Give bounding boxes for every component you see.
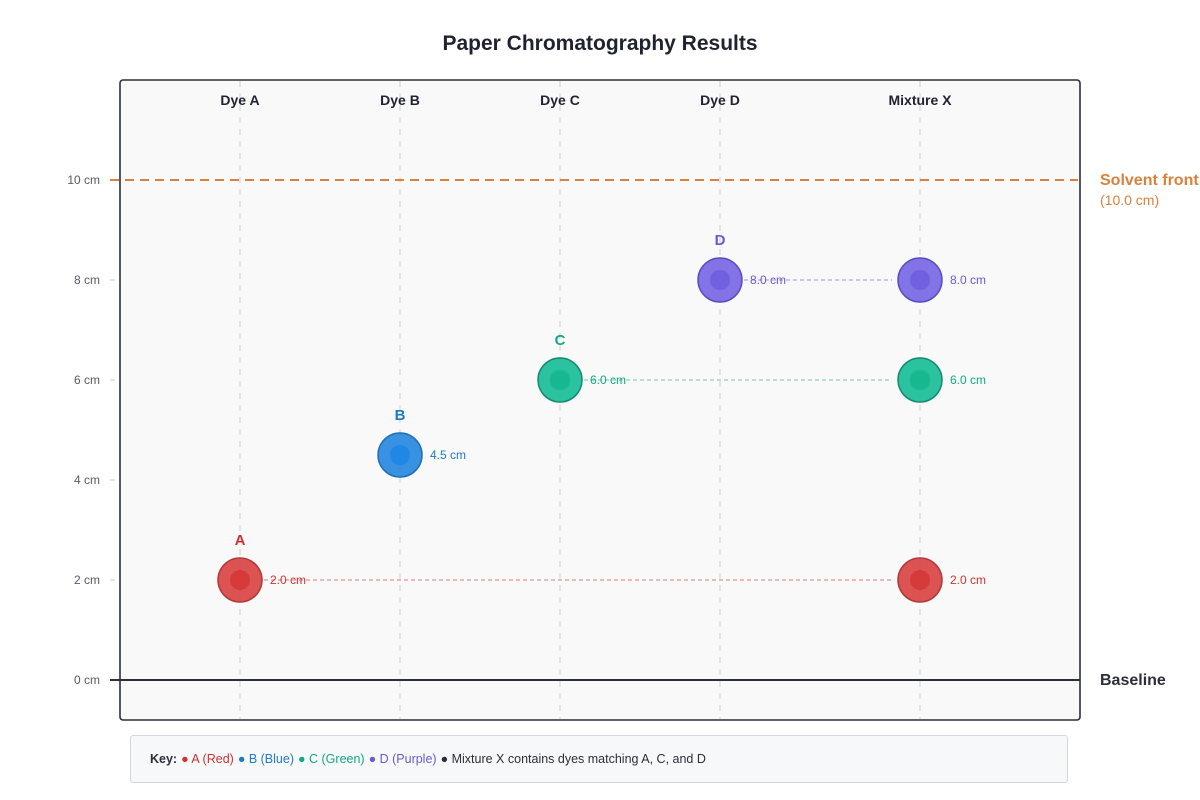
key-item-d: ● D (Purple) xyxy=(368,752,437,766)
legend-key: Key: ● A (Red) ● B (Blue) ● C (Green) ● … xyxy=(130,735,1068,783)
spot-mixture-x-8-distance-label: 8.0 cm xyxy=(950,273,986,287)
match-lines xyxy=(264,279,892,581)
spot-mixture-x-6-core xyxy=(910,370,930,390)
y-axis-ticks: 0 cm 2 cm 4 cm 6 cm 8 cm 10 cm xyxy=(67,173,115,687)
lane-label-dye-c: Dye C xyxy=(540,92,580,108)
spot-mixture-x-6-distance-label: 6.0 cm xyxy=(950,373,986,387)
key-item-c: ● C (Green) xyxy=(298,752,365,766)
lane-label-dye-a: Dye A xyxy=(220,92,259,108)
lane-label-dye-b: Dye B xyxy=(380,92,420,108)
spot-mixture-x-2-distance-label: 2.0 cm xyxy=(950,573,986,587)
y-tick-label: 6 cm xyxy=(74,373,100,387)
spot-dye-a-2: 2.0 cm A xyxy=(217,532,306,603)
lane-label-mixture-x: Mixture X xyxy=(888,92,952,108)
spot-mixture-x-2-core xyxy=(910,570,930,590)
spot-dye-a-2-core xyxy=(230,570,250,590)
spot-dye-b-4-5-distance-label: 4.5 cm xyxy=(430,448,466,462)
solvent-front-label: Solvent front xyxy=(1100,172,1199,189)
y-tick-label: 2 cm xyxy=(74,573,100,587)
key-title: Key: xyxy=(150,752,178,766)
spot-dye-a-2-distance-label: 2.0 cm xyxy=(270,573,306,587)
solvent-front-value: (10.0 cm) xyxy=(1100,192,1159,208)
spot-dye-d-8-distance-label: 8.0 cm xyxy=(750,273,786,287)
y-tick-label: 10 cm xyxy=(67,173,100,187)
key-item-a: ● A (Red) xyxy=(181,752,234,766)
spot-dye-c-6: 6.0 cm C xyxy=(537,332,626,403)
spot-mixture-x-6: 6.0 cm xyxy=(897,357,986,403)
spot-dye-b-4-5-letter: B xyxy=(395,407,406,424)
baseline-label: Baseline xyxy=(1100,672,1166,689)
spot-dye-c-6-distance-label: 6.0 cm xyxy=(590,373,626,387)
spot-mixture-x-8-core xyxy=(910,270,930,290)
spot-mixture-x-8: 8.0 cm xyxy=(897,257,986,303)
lane-label-dye-d: Dye D xyxy=(700,92,740,108)
key-item-mixture: ● Mixture X contains dyes matching A, C,… xyxy=(440,752,706,766)
spot-dye-b-4-5-core xyxy=(390,445,410,465)
spot-dye-c-6-core xyxy=(550,370,570,390)
spot-dye-d-8-letter: D xyxy=(715,232,726,249)
chart-title: Paper Chromatography Results xyxy=(442,32,757,55)
spot-dye-b-4-5: 4.5 cm B xyxy=(377,407,466,478)
spot-dye-d-8-core xyxy=(710,270,730,290)
y-tick-label: 8 cm xyxy=(74,273,100,287)
key-item-b: ● B (Blue) xyxy=(237,752,294,766)
paper-sheet xyxy=(119,79,1081,721)
reference-lines: Solvent front (10.0 cm) Baseline xyxy=(110,172,1199,689)
spot-dye-d-8: 8.0 cm D xyxy=(697,232,786,303)
y-tick-label: 4 cm xyxy=(74,473,100,487)
spot-dye-a-2-letter: A xyxy=(235,532,246,549)
spot-mixture-x-2: 2.0 cm xyxy=(897,557,986,603)
spots-layer: 2.0 cm A 4.5 cm B 6.0 cm C 8.0 cm D 8.0 cm 6.0 cm… xyxy=(217,232,986,603)
y-tick-label: 0 cm xyxy=(74,673,100,687)
spot-dye-c-6-letter: C xyxy=(555,332,566,349)
lanes-layer: Dye A Dye B Dye C Dye D Mixture X xyxy=(220,81,952,719)
